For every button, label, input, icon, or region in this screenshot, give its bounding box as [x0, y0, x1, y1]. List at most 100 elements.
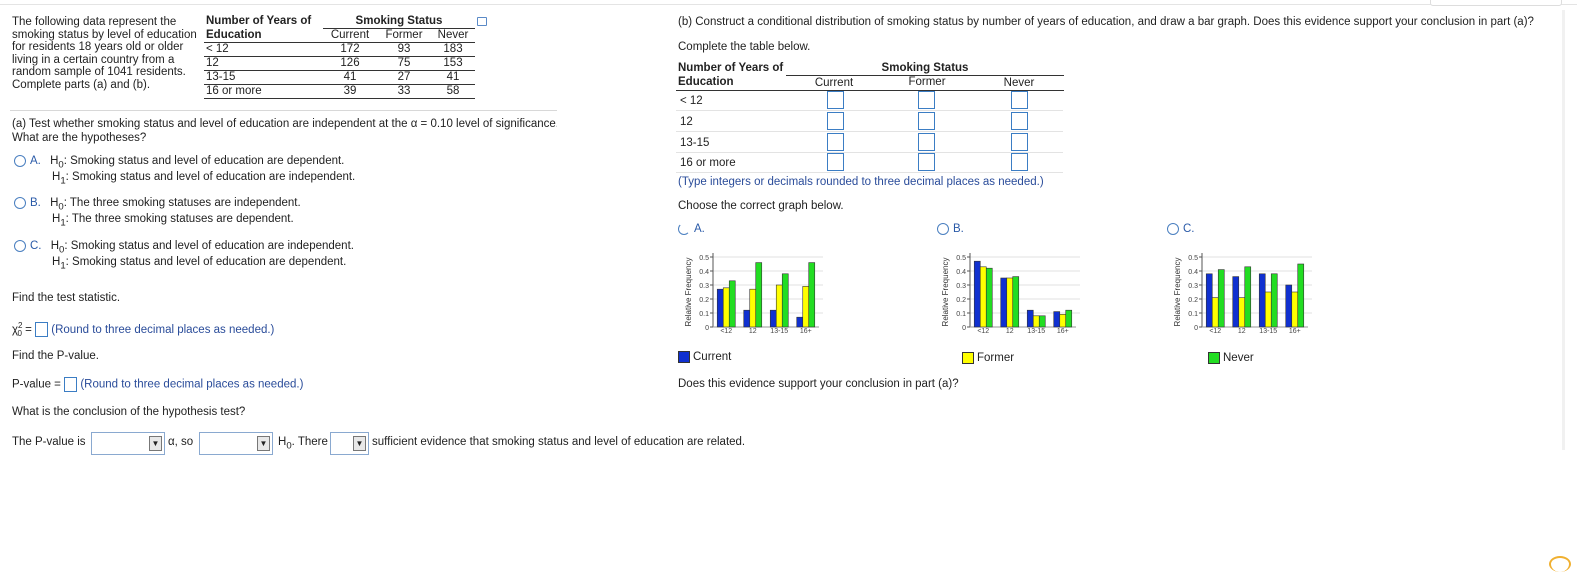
cell-input-never-lt12[interactable]: [1011, 91, 1028, 109]
bar-chart-a[interactable]: Relative Frequency 0 0.1 0.2 0.3 0.4 0.5 <12 12 1…: [683, 247, 823, 342]
y-tick-label: 0.5: [1188, 255, 1198, 262]
p-value-row: P-value = (Round to three decimal places…: [12, 377, 303, 392]
b-row-header-bottom: Education: [678, 76, 734, 88]
bar-chart-c[interactable]: Relative Frequency 0 0.1 0.2 0.3 0.4 0.5 <12 12 1…: [1172, 247, 1312, 342]
legend-former: Former: [962, 352, 1014, 365]
pvalue-compare-dropdown[interactable]: ▼: [91, 432, 165, 455]
cell-input-current-lt12[interactable]: [827, 91, 844, 109]
top-right-tab[interactable]: [1430, 0, 1562, 6]
x-tick-label: 16+: [1057, 328, 1069, 335]
bar-chart-b[interactable]: Relative Frequency 0 0.1 0.2 0.3 0.4 0.5 <12 12 1…: [940, 247, 1080, 342]
b-row-label: 16 or more: [680, 157, 736, 169]
bar-current: [1258, 273, 1266, 328]
bar-former: [722, 287, 730, 328]
cell-input-current-16plus[interactable]: [827, 153, 844, 171]
cell-input-former-lt12[interactable]: [918, 91, 935, 109]
bar-never: [1038, 315, 1046, 328]
bar-never: [781, 273, 789, 328]
cell: 33: [377, 84, 431, 99]
bar-never: [985, 267, 993, 328]
b-table-header-line: [676, 90, 1064, 91]
cell: 58: [431, 84, 475, 99]
chevron-down-icon: ▼: [257, 436, 270, 451]
part-a-prompt: (a) Test whether smoking status and leve…: [12, 118, 557, 130]
option-b[interactable]: B. H0: The three smoking statuses are in…: [14, 197, 301, 230]
round-hint: (Round to three decimal places as needed…: [80, 378, 304, 391]
radio-graph-a[interactable]: [678, 223, 690, 235]
conclusion-prefix: The P-value is: [12, 436, 86, 448]
scrollbar[interactable]: [1562, 10, 1565, 450]
x-tick-label: 12: [1006, 328, 1014, 335]
bar-current: [1053, 311, 1061, 328]
cell: 41: [431, 70, 475, 85]
bar-never: [1244, 266, 1252, 328]
bar-never: [1270, 273, 1278, 328]
y-tick-label: 0.3: [956, 283, 966, 290]
cell-input-former-12[interactable]: [918, 112, 935, 130]
reject-dropdown[interactable]: ▼: [199, 432, 273, 455]
radio-graph-c[interactable]: [1167, 223, 1179, 235]
chi-sup: 2: [18, 321, 23, 330]
conclusion-question: What is the conclusion of the hypothesis…: [12, 406, 246, 418]
y-tick-label: 0.1: [699, 311, 709, 318]
b-row-label: < 12: [680, 95, 703, 107]
bar-current: [1205, 273, 1213, 328]
bar-former: [979, 266, 987, 328]
cell-input-current-13-15[interactable]: [827, 133, 844, 151]
graph-option-c[interactable]: C.: [1167, 223, 1195, 236]
x-tick-label: 12: [749, 328, 757, 335]
b-col-current: Current: [814, 77, 854, 89]
evidence-dropdown[interactable]: ▼: [330, 432, 369, 455]
bar-current: [973, 260, 981, 328]
chevron-down-icon: ▼: [353, 436, 366, 451]
cell-input-never-12[interactable]: [1011, 112, 1028, 130]
cell: 126: [323, 56, 377, 71]
bar-current: [716, 288, 724, 328]
y-tick-label: 0.4: [699, 269, 709, 276]
hypotheses-question: What are the hypotheses?: [12, 132, 147, 144]
there-text: . There: [291, 436, 328, 448]
bar-never: [755, 262, 763, 328]
y-axis-label: Relative Frequency: [941, 258, 950, 327]
row-label: 16 or more: [204, 84, 323, 99]
b-col-never: Never: [1003, 77, 1035, 89]
col-header: Former: [377, 28, 431, 43]
graph-option-letter: B.: [953, 223, 964, 236]
b-row-label: 13-15: [680, 137, 710, 149]
cell-input-never-13-15[interactable]: [1011, 133, 1028, 151]
y-axis-label: Relative Frequency: [684, 258, 693, 327]
option-c[interactable]: C. H0: Smoking status and level of educa…: [14, 240, 354, 273]
radio-b[interactable]: [14, 197, 26, 209]
b-col-former: Former: [908, 76, 946, 88]
graph-option-a[interactable]: A.: [678, 223, 705, 236]
cell-input-former-16plus[interactable]: [918, 153, 935, 171]
copy-table-icon[interactable]: [477, 17, 487, 26]
test-statistic-row: χ20 = (Round to three decimal places as …: [12, 319, 274, 340]
option-letter: C.: [30, 240, 42, 253]
bar-current: [743, 309, 751, 328]
x-tick-label: <12: [720, 328, 732, 335]
legend-label: Former: [977, 352, 1015, 365]
h0-symbol: H: [50, 155, 59, 168]
option-a[interactable]: A. H0: Smoking status and level of educa…: [14, 155, 355, 188]
legend-swatch-current: [678, 351, 690, 363]
cell: 153: [431, 56, 475, 71]
cell-input-current-12[interactable]: [827, 112, 844, 130]
bar-never: [1012, 276, 1020, 328]
radio-c[interactable]: [14, 240, 26, 252]
table-row: 12 126 75 153: [204, 56, 475, 71]
row-divider: [676, 172, 1063, 173]
y-tick-label: 0.4: [956, 269, 966, 276]
bar-current: [1232, 276, 1240, 328]
test-statistic-input[interactable]: [35, 322, 49, 338]
p-value-input[interactable]: [64, 377, 78, 392]
radio-graph-b[interactable]: [937, 223, 949, 235]
type-hint: (Type integers or decimals rounded to th…: [678, 176, 1044, 188]
cell: 27: [377, 70, 431, 85]
radio-a[interactable]: [14, 155, 26, 167]
legend-current: Current: [678, 351, 731, 364]
cell-input-never-16plus[interactable]: [1011, 153, 1028, 171]
graph-option-b[interactable]: B.: [937, 223, 964, 236]
y-tick-label: 0.1: [1188, 311, 1198, 318]
cell-input-former-13-15[interactable]: [918, 133, 935, 151]
